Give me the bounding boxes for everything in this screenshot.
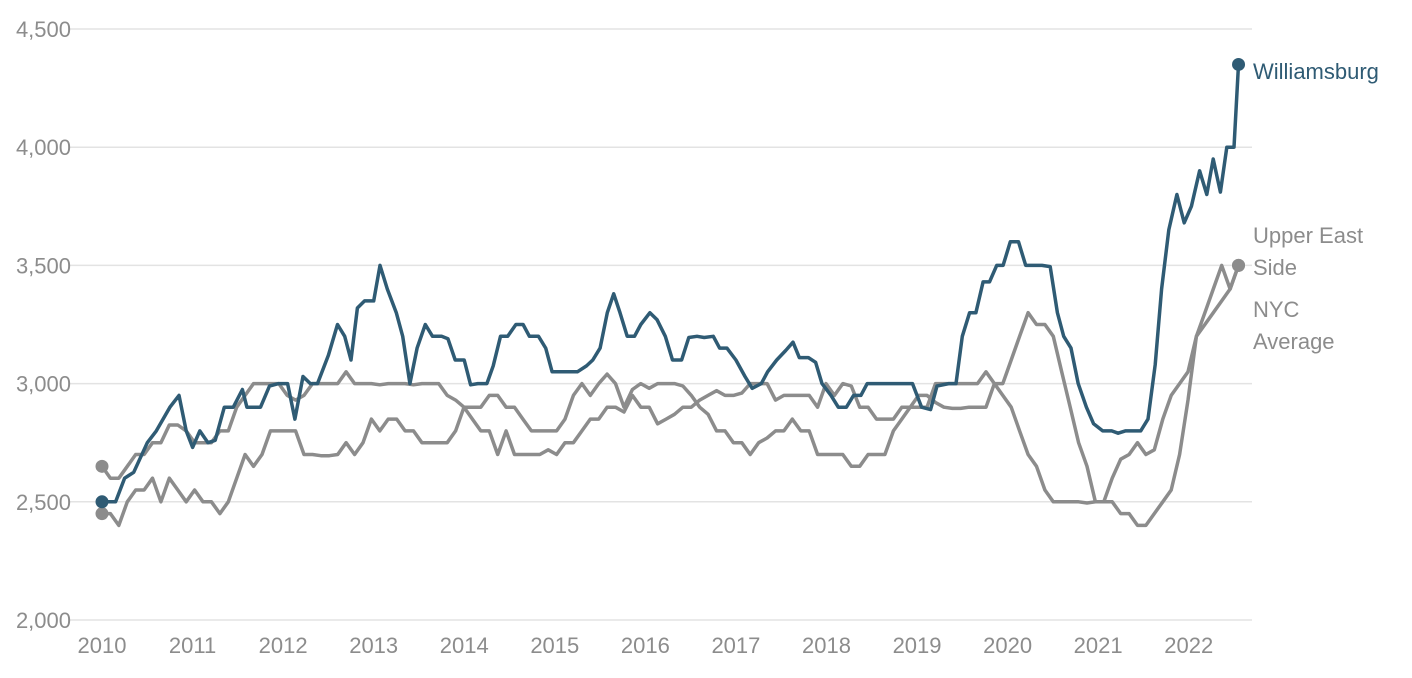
x-tick-label: 2017 bbox=[711, 633, 760, 658]
x-tick-label: 2018 bbox=[802, 633, 851, 658]
y-axis-ticks: 2,000 2,500 3,000 3,500 4,000 4,500 bbox=[16, 17, 71, 633]
williamsburg-label-line: Williamsburg bbox=[1253, 59, 1379, 84]
nyc-average-start-point bbox=[95, 507, 109, 521]
williamsburg-label: Williamsburg bbox=[1253, 59, 1379, 84]
y-tick-label: 4,000 bbox=[16, 135, 71, 160]
nyc-average-end-point bbox=[1232, 258, 1246, 272]
x-tick-label: 2012 bbox=[259, 633, 308, 658]
x-tick-label: 2015 bbox=[530, 633, 579, 658]
x-tick-label: 2016 bbox=[621, 633, 670, 658]
nyc-average-label-line: Average bbox=[1253, 329, 1335, 354]
upper-east-side-label-line: Side bbox=[1253, 255, 1297, 280]
upper-east-side-label-line: Upper East bbox=[1253, 223, 1363, 248]
series-markers bbox=[95, 57, 1246, 521]
nyc-average-line bbox=[100, 263, 1241, 528]
nyc-average-label: NYC Average bbox=[1253, 297, 1335, 354]
x-tick-label: 2010 bbox=[78, 633, 127, 658]
x-tick-label: 2020 bbox=[983, 633, 1032, 658]
y-tick-label: 3,000 bbox=[16, 372, 71, 397]
x-tick-label: 2011 bbox=[169, 633, 216, 658]
y-tick-label: 2,000 bbox=[16, 608, 71, 633]
x-tick-label: 2019 bbox=[893, 633, 942, 658]
series-labels: Williamsburg Upper East Side NYC Average bbox=[1253, 59, 1379, 354]
y-tick-label: 4,500 bbox=[16, 17, 71, 42]
y-tick-label: 3,500 bbox=[16, 253, 71, 278]
nyc-average-label-line: NYC bbox=[1253, 297, 1300, 322]
upper-east-side-start-point bbox=[95, 459, 109, 473]
williamsburg-line bbox=[100, 62, 1241, 504]
x-axis-ticks: 2010 2011 2012 2013 2014 2015 2016 2017 2018 2019… bbox=[78, 633, 1214, 658]
x-tick-label: 2013 bbox=[349, 633, 398, 658]
williamsburg-end-point bbox=[1232, 57, 1246, 71]
upper-east-side-label: Upper East Side bbox=[1253, 223, 1363, 280]
williamsburg-start-point bbox=[95, 495, 109, 509]
x-tick-label: 2014 bbox=[440, 633, 489, 658]
series-lines bbox=[100, 62, 1241, 528]
x-tick-label: 2021 bbox=[1074, 633, 1123, 658]
x-tick-label: 2022 bbox=[1164, 633, 1213, 658]
y-tick-label: 2,500 bbox=[16, 490, 71, 515]
